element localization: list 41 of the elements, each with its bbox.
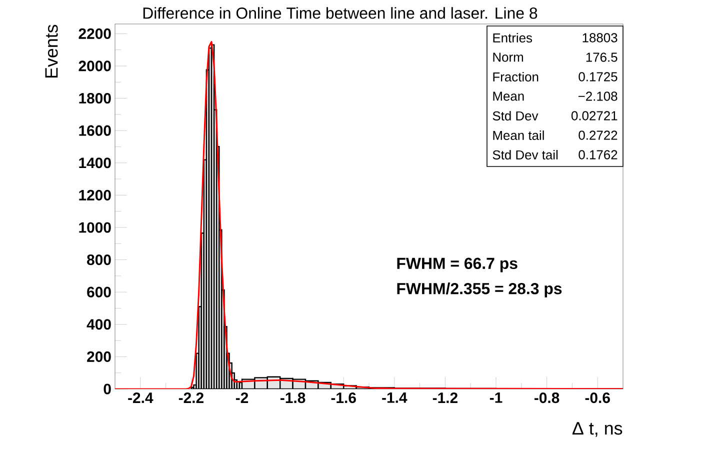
y-tick-label: 600 — [87, 286, 111, 298]
annotation: 0.1725 — [578, 72, 618, 82]
x-tick-label: -1.8 — [280, 392, 306, 404]
annotation: 176.5 — [586, 52, 618, 62]
x-tick-label: -2.4 — [128, 392, 154, 403]
y-tick-label: 1200 — [79, 190, 111, 200]
y-tick-label: 1600 — [79, 125, 111, 136]
annotation: Entries — [493, 32, 532, 42]
y-tick-label: 1000 — [79, 222, 111, 233]
y-tick-label: 800 — [87, 254, 111, 266]
y-tick-label: 2000 — [78, 60, 111, 72]
x-tick-label: -1.2 — [432, 392, 458, 403]
annotation: Std Dev tail — [492, 150, 558, 160]
annotation: Fraction — [493, 72, 538, 82]
chart-title: Difference in Online Time between line and laser. Line 8 — [143, 7, 538, 19]
x-tick-label: -2.2 — [178, 392, 204, 403]
y-tick-label: 0 — [104, 384, 111, 394]
annotation: Mean tail — [493, 130, 544, 140]
x-tick-label: -1.6 — [331, 392, 356, 404]
x-tick-label: -0.6 — [585, 392, 610, 404]
y-tick-label: 1400 — [79, 158, 111, 168]
x-tick-label: -1 — [490, 392, 502, 403]
annotation: 0.2722 — [578, 130, 618, 140]
annotation: Norm — [493, 52, 524, 62]
annotation: 18803 — [582, 33, 618, 42]
x-tick-label: -2 — [236, 392, 248, 403]
y-tick-label: 400 — [86, 319, 111, 330]
y-tick-label: 2200 — [78, 28, 111, 39]
annotation: 0.02721 — [571, 111, 618, 120]
x-tick-label: -1.4 — [382, 392, 408, 403]
y-axis-title: Events — [45, 24, 58, 78]
annotation: Std Dev — [492, 110, 538, 120]
annotation: FWHM = 66.7 ps — [397, 258, 518, 272]
y-tick-label: 200 — [87, 351, 111, 362]
annotation: FWHM/2.355 = 28.3 ps — [397, 282, 562, 298]
annotation: Mean — [493, 92, 524, 101]
y-tick-label: 1800 — [79, 92, 111, 104]
annotation: 0.1762 — [578, 150, 618, 160]
x-axis-title: Δ t, ns — [572, 422, 622, 437]
annotation: −2.108 — [578, 92, 618, 101]
x-tick-label: -0.8 — [534, 392, 560, 404]
